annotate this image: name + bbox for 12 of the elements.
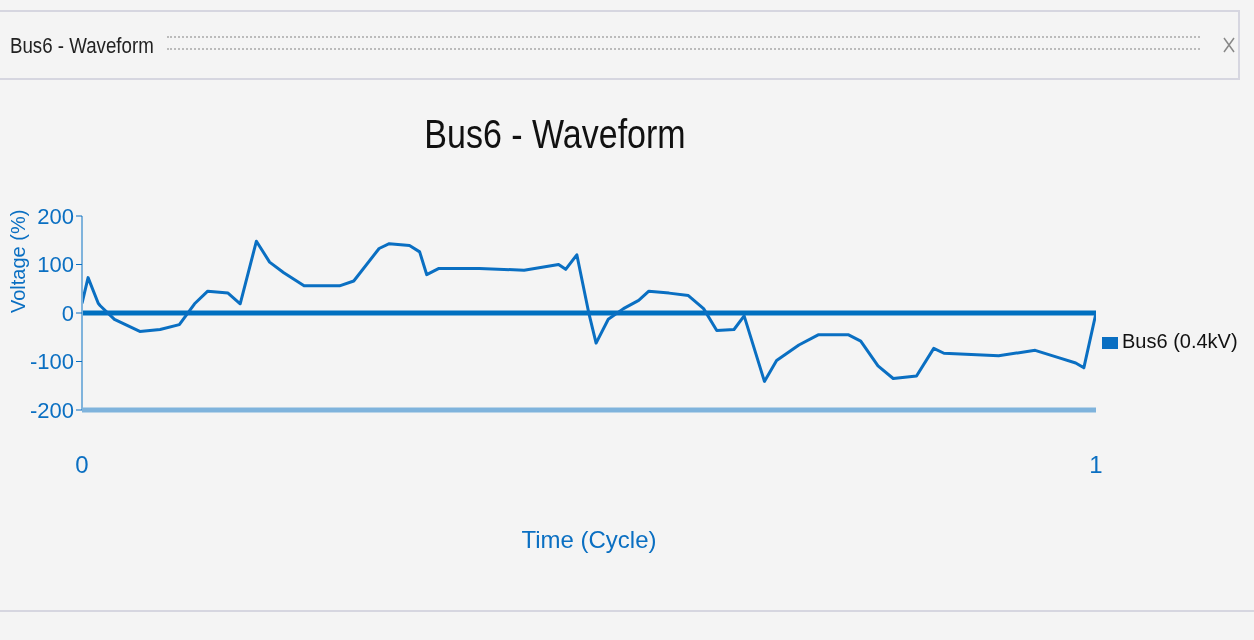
text: Bus6 - Waveform <box>10 33 154 59</box>
y-tick-label: 200 <box>37 203 74 229</box>
y-tick-label: 0 <box>61 300 74 326</box>
x-axis-title: Time (Cycle) <box>521 526 657 553</box>
y-tick-label: -200 <box>29 397 74 423</box>
y-axis-title: Voltage (%) <box>7 209 30 313</box>
x-tick-label: 1 <box>1089 451 1103 479</box>
chart-title: Bus6 - Waveform <box>423 112 687 157</box>
line-series <box>82 239 1096 383</box>
y-tick-label: -100 <box>29 349 74 375</box>
y-tick-label: 100 <box>37 252 74 278</box>
legend-label: Bus6 (0.4kV) <box>1122 330 1238 352</box>
